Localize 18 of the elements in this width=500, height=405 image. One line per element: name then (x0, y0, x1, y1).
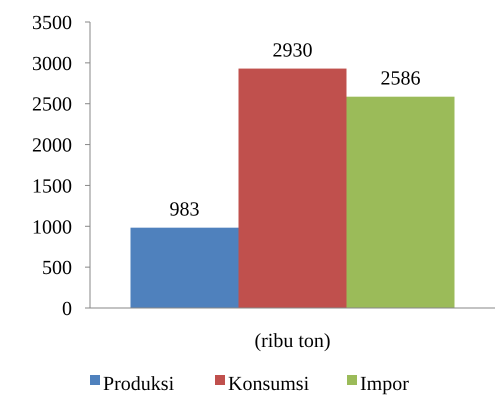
bar (130, 228, 238, 308)
y-tick-label: 3000 (32, 52, 72, 75)
data-label: 983 (170, 198, 200, 221)
data-label: 2930 (272, 40, 312, 62)
y-tick-label: 500 (42, 257, 72, 280)
x-tick-label: (ribu ton) (254, 330, 331, 352)
legend-label: Impor (360, 373, 410, 395)
y-tick-label: 0 (62, 298, 72, 320)
bar (346, 96, 454, 308)
y-tick-label: 3500 (32, 12, 72, 34)
legend-label: Produksi (103, 373, 175, 395)
legend-label: Konsumsi (228, 373, 310, 395)
bar (238, 68, 346, 308)
y-tick-label: 2500 (32, 94, 72, 116)
data-label: 2586 (380, 68, 420, 90)
y-tick-label: 2000 (32, 134, 72, 157)
y-tick-label: 1000 (32, 216, 72, 238)
y-tick-label: 1500 (32, 175, 72, 198)
